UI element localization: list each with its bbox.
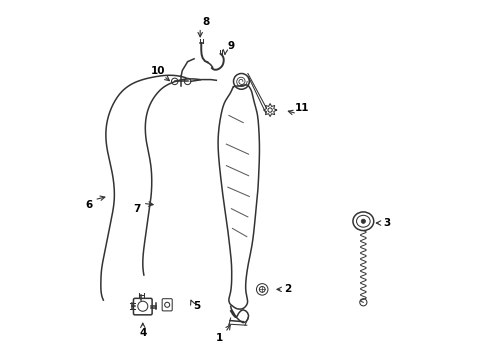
Text: 8: 8 (202, 17, 209, 27)
Text: 6: 6 (85, 200, 93, 210)
Text: 5: 5 (193, 301, 200, 311)
FancyBboxPatch shape (133, 298, 152, 315)
Text: 7: 7 (134, 204, 141, 214)
Text: 10: 10 (151, 66, 166, 76)
Text: 9: 9 (227, 41, 234, 50)
Text: 2: 2 (284, 284, 292, 294)
Text: 1: 1 (216, 333, 223, 343)
Text: 4: 4 (139, 328, 147, 338)
FancyBboxPatch shape (162, 299, 172, 311)
Text: 3: 3 (383, 218, 390, 228)
Circle shape (361, 219, 366, 224)
Text: 11: 11 (295, 103, 310, 113)
